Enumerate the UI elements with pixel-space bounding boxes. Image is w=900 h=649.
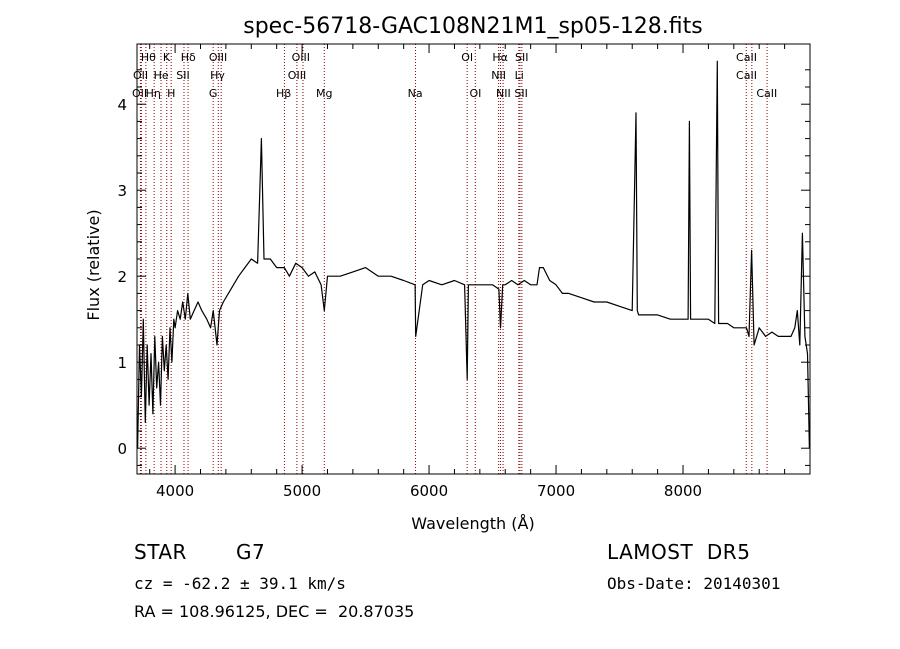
y-tick-label: 0 <box>117 440 127 458</box>
subclass: G7 <box>236 540 266 564</box>
line-label: Hβ <box>276 87 291 100</box>
x-tick-label: 6000 <box>410 482 448 500</box>
line-label: K <box>163 51 171 64</box>
y-axis-label: Flux (relative) <box>84 209 103 320</box>
line-label: H <box>167 87 175 100</box>
line-label: Li <box>515 69 524 82</box>
line-label: Hα <box>492 51 508 64</box>
line-label: OIII <box>288 69 306 82</box>
line-label: CaII <box>756 87 777 100</box>
line-label: Hδ <box>181 51 196 64</box>
survey-name: LAMOST DR5 <box>607 540 751 564</box>
line-label: He <box>154 69 169 82</box>
line-label: SII <box>515 51 528 64</box>
coordinates: RA = 108.96125, DEC = 20.87035 <box>134 602 415 621</box>
spectral-line-markers <box>139 44 768 474</box>
axes: 4000 5000 6000 7000 8000 0 1 2 3 4 <box>117 43 811 500</box>
x-tick-label: 5000 <box>283 482 321 500</box>
y-tick-label: 1 <box>117 354 127 372</box>
spectrum-line-0 <box>137 60 810 449</box>
line-label: SII <box>514 87 527 100</box>
line-label: G <box>209 87 218 100</box>
x-tick-label: 4000 <box>156 482 194 500</box>
observation-date: Obs-Date: 20140301 <box>607 574 781 593</box>
line-label: Hη <box>146 87 161 100</box>
line-label: OI <box>461 51 473 64</box>
line-label: OII <box>132 87 147 100</box>
y-tick-label: 2 <box>117 268 127 286</box>
y-tick-label: 4 <box>117 96 127 114</box>
line-label: NII <box>496 87 511 100</box>
spectrum-series <box>137 60 810 449</box>
y-tick-label: 3 <box>117 182 127 200</box>
line-label: SII <box>176 69 189 82</box>
x-tick-label: 7000 <box>537 482 575 500</box>
line-label: Mg <box>316 87 332 100</box>
x-axis-label: Wavelength (Å) <box>411 514 534 533</box>
line-label: CaII <box>736 51 757 64</box>
line-label: Hγ <box>210 69 225 82</box>
line-label: OIII <box>292 51 310 64</box>
line-label: OI <box>469 87 481 100</box>
line-label: OIII <box>209 51 227 64</box>
plot-frame <box>136 43 811 475</box>
x-tick-label: 8000 <box>664 482 702 500</box>
spectral-line-labels: Hθ K Hδ OIII OIII OI Hα SII CaII OII He SII Hγ OIII NI… <box>132 51 777 100</box>
line-label: Hθ <box>141 51 156 64</box>
line-label: Na <box>408 87 423 100</box>
redshift-velocity: cz = -62.2 ± 39.1 km/s <box>134 574 346 593</box>
line-label: CaII <box>736 69 757 82</box>
chart-title: spec-56718-GAC108N21M1_sp05-128.fits <box>243 14 703 39</box>
line-label: OII <box>133 69 148 82</box>
object-class: STAR <box>134 540 187 564</box>
line-label: NII <box>491 69 506 82</box>
